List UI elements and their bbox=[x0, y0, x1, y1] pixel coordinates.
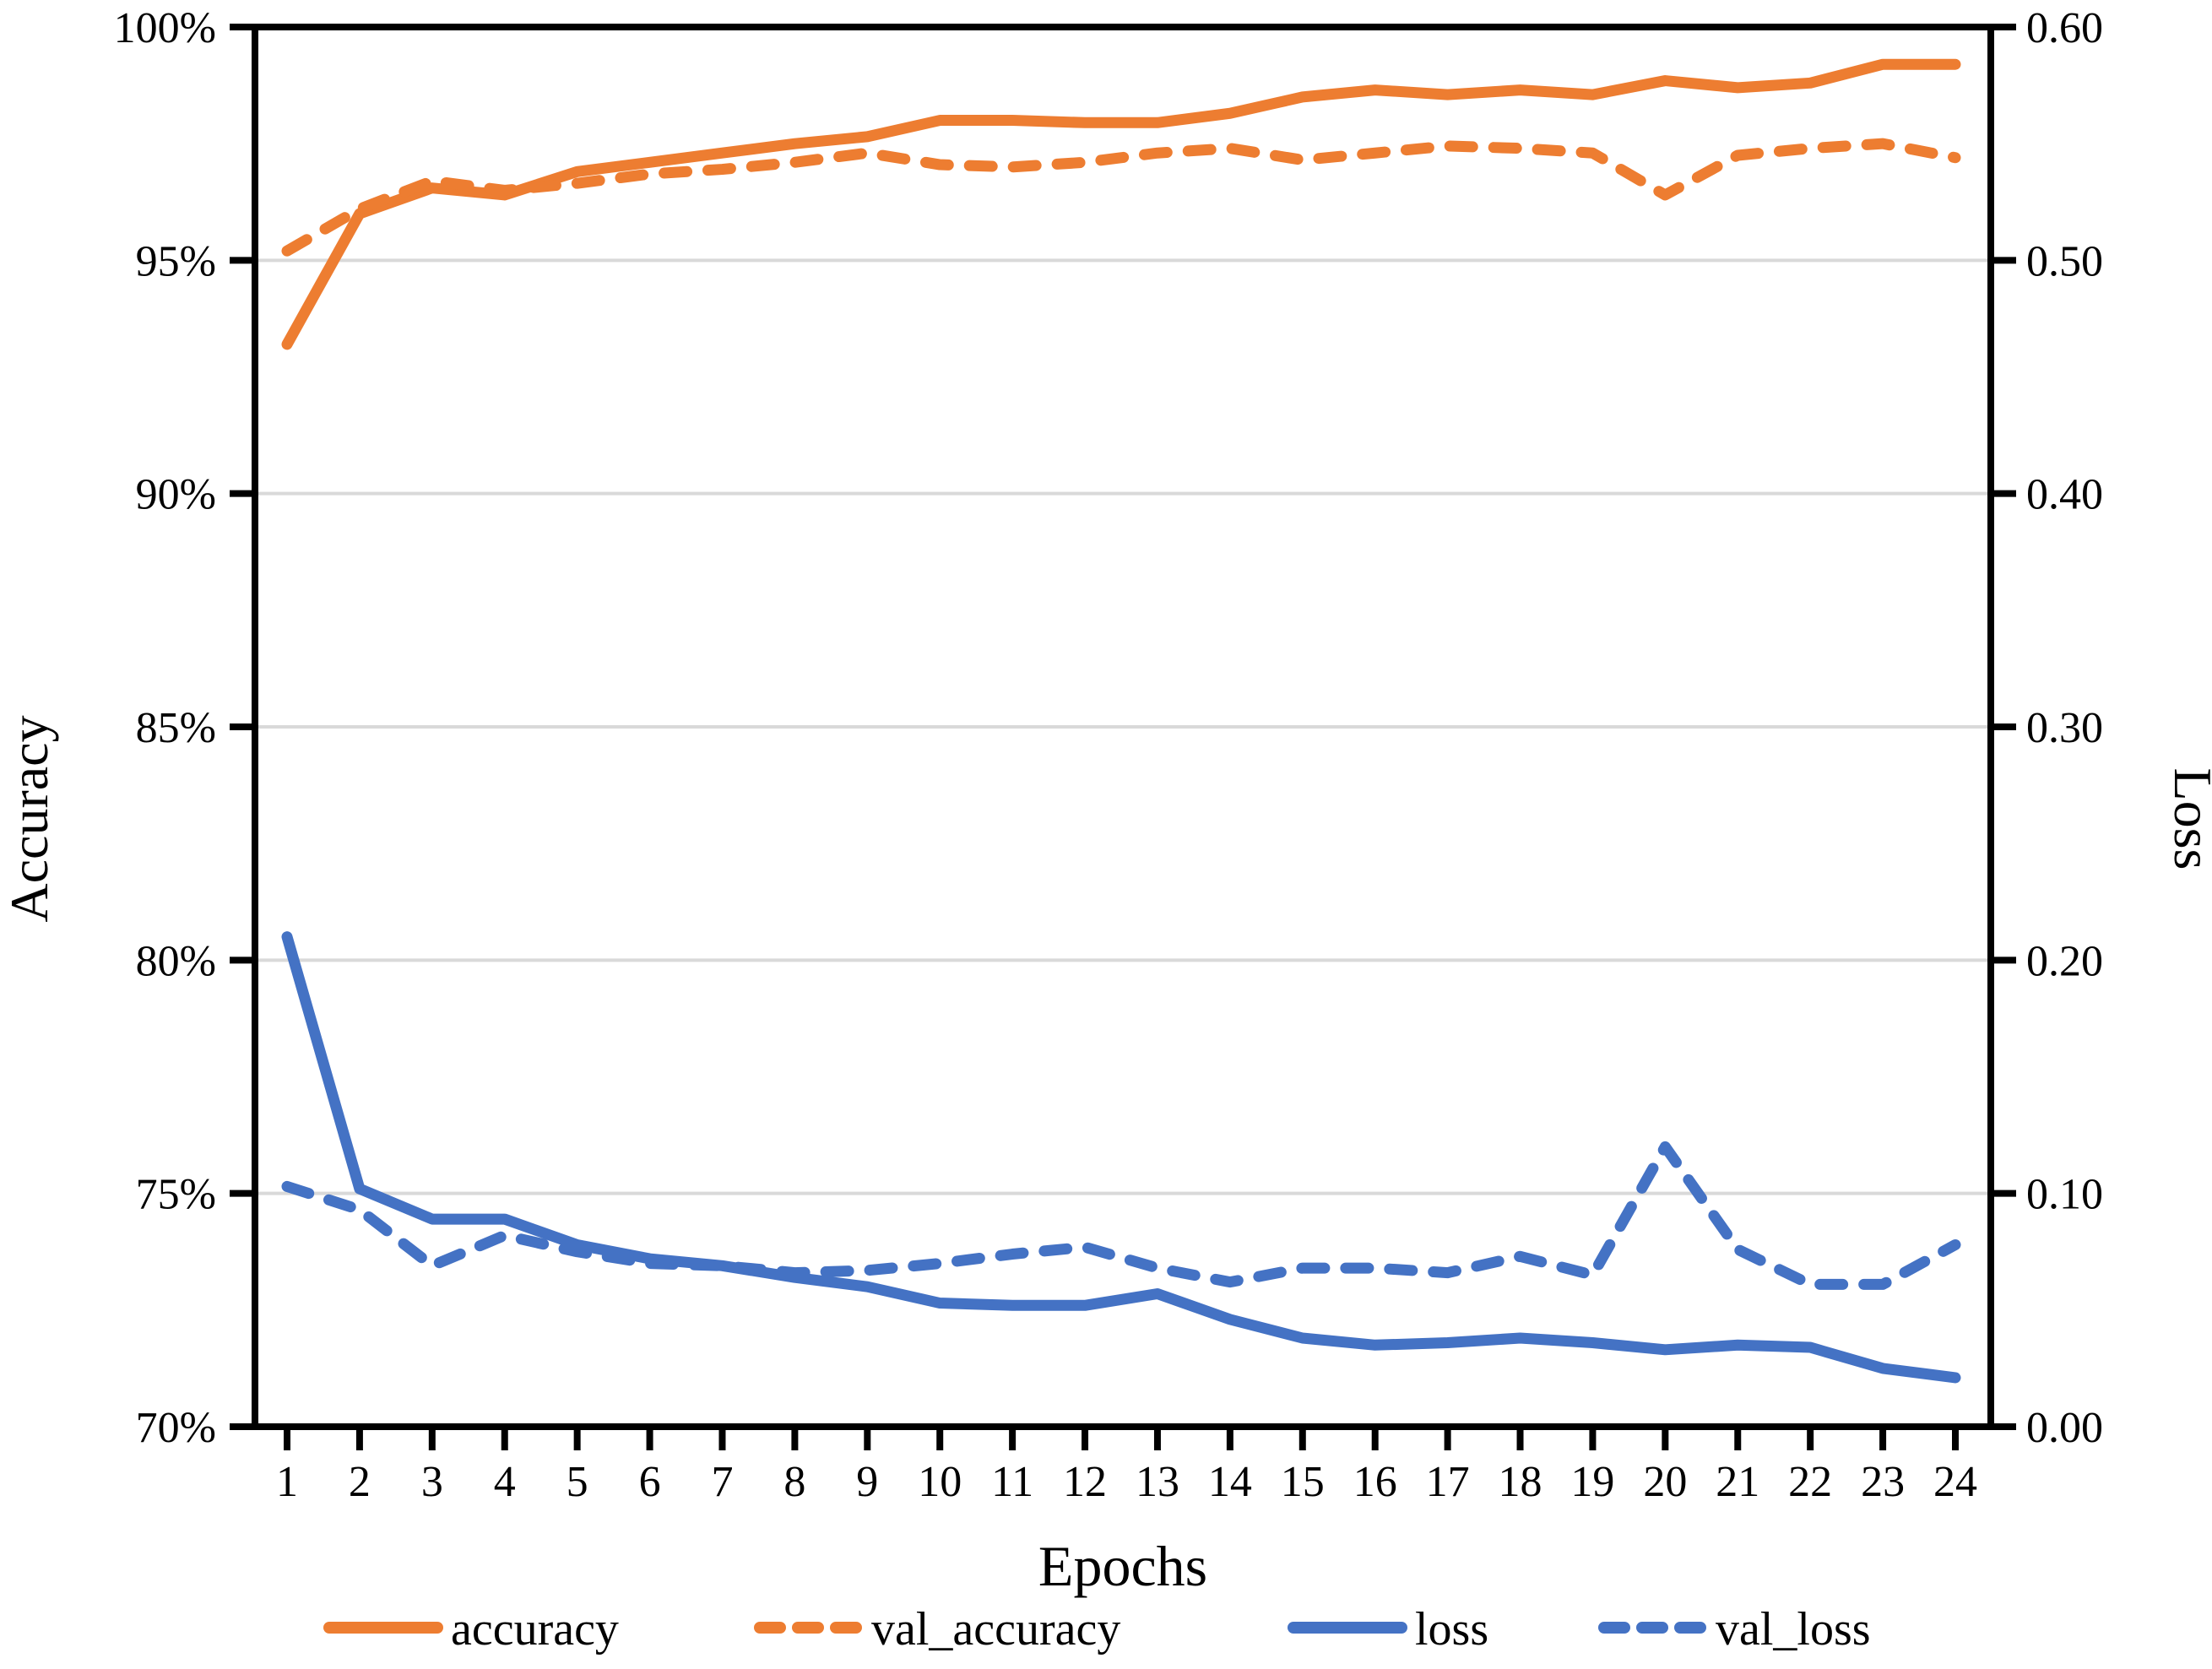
val-loss-line bbox=[281, 1141, 1961, 1290]
x-axis-tick-label: 24 bbox=[1933, 1458, 1977, 1506]
right-axis-tick-label: 0.30 bbox=[2026, 704, 2103, 752]
loss-line bbox=[281, 931, 1961, 1384]
x-axis-ticks: 1 2 3 4 5 6 7 8 9 10 11 12 13 14 15 16 17 18 19 20 21 22 23 24 bbox=[276, 1427, 1977, 1506]
legend-label-accuracy: accuracy bbox=[451, 1603, 619, 1655]
x-axis-tick-label: 12 bbox=[1063, 1458, 1107, 1506]
x-axis-tick-label: 9 bbox=[856, 1458, 878, 1506]
left-axis-tick-label: 75% bbox=[136, 1171, 216, 1219]
left-axis-tick-label: 85% bbox=[136, 704, 216, 752]
right-axis-title: Loss bbox=[2163, 768, 2212, 870]
legend-label-loss: loss bbox=[1415, 1603, 1488, 1655]
left-axis-tick-label: 70% bbox=[136, 1404, 216, 1452]
series-lines bbox=[281, 58, 1961, 1384]
x-axis-tick-label: 3 bbox=[421, 1458, 443, 1506]
x-axis-tick-label: 14 bbox=[1208, 1458, 1252, 1506]
x-axis-tick-label: 17 bbox=[1426, 1458, 1470, 1506]
left-axis-tick-label: 80% bbox=[136, 937, 216, 985]
right-axis-tick-label: 0.00 bbox=[2026, 1404, 2103, 1452]
x-axis-title: Epochs bbox=[1038, 1534, 1207, 1598]
x-axis-tick-label: 11 bbox=[991, 1458, 1033, 1506]
left-axis-tick-label: 95% bbox=[136, 237, 216, 285]
x-axis-tick-label: 4 bbox=[494, 1458, 516, 1506]
gridlines bbox=[255, 258, 1991, 1195]
legend-label-val-loss: val_loss bbox=[1716, 1603, 1871, 1655]
left-axis-tick-label: 90% bbox=[136, 471, 216, 519]
x-axis-tick-label: 7 bbox=[711, 1458, 733, 1506]
left-axis-title: Accuracy bbox=[0, 715, 59, 922]
x-axis-tick-label: 21 bbox=[1716, 1458, 1759, 1506]
right-axis-tick-label: 0.20 bbox=[2026, 937, 2103, 985]
right-axis-tick-label: 0.10 bbox=[2026, 1171, 2103, 1219]
val-accuracy-line bbox=[281, 138, 1961, 257]
x-axis-tick-label: 15 bbox=[1281, 1458, 1325, 1506]
plot-frame bbox=[252, 24, 1994, 1430]
right-axis-ticks: 0.60 0.50 0.40 0.30 0.20 0.10 0.00 bbox=[1991, 4, 2103, 1452]
x-axis-tick-label: 8 bbox=[783, 1458, 805, 1506]
x-axis-tick-label: 22 bbox=[1788, 1458, 1832, 1506]
left-axis-ticks: 100% 95% 90% 85% 80% 75% 70% bbox=[114, 4, 255, 1452]
x-axis-tick-label: 10 bbox=[918, 1458, 962, 1506]
x-axis-tick-label: 20 bbox=[1643, 1458, 1687, 1506]
x-axis-tick-label: 13 bbox=[1136, 1458, 1179, 1506]
right-axis-tick-label: 0.50 bbox=[2026, 237, 2103, 285]
legend: accuracy val_accuracy loss val_loss bbox=[323, 1603, 1871, 1655]
x-axis-tick-label: 6 bbox=[639, 1458, 661, 1506]
x-axis-tick-label: 5 bbox=[567, 1458, 588, 1506]
x-axis-tick-label: 16 bbox=[1353, 1458, 1397, 1506]
x-axis-tick-label: 1 bbox=[276, 1458, 298, 1506]
x-axis-tick-label: 23 bbox=[1861, 1458, 1905, 1506]
right-axis-tick-label: 0.60 bbox=[2026, 4, 2103, 52]
x-axis-tick-label: 2 bbox=[349, 1458, 371, 1506]
accuracy-line bbox=[281, 58, 1961, 350]
left-axis-tick-label: 100% bbox=[114, 4, 216, 52]
right-axis-tick-label: 0.40 bbox=[2026, 471, 2103, 519]
x-axis-tick-label: 18 bbox=[1499, 1458, 1542, 1506]
legend-label-val-accuracy: val_accuracy bbox=[871, 1603, 1120, 1655]
x-axis-tick-label: 19 bbox=[1570, 1458, 1614, 1506]
